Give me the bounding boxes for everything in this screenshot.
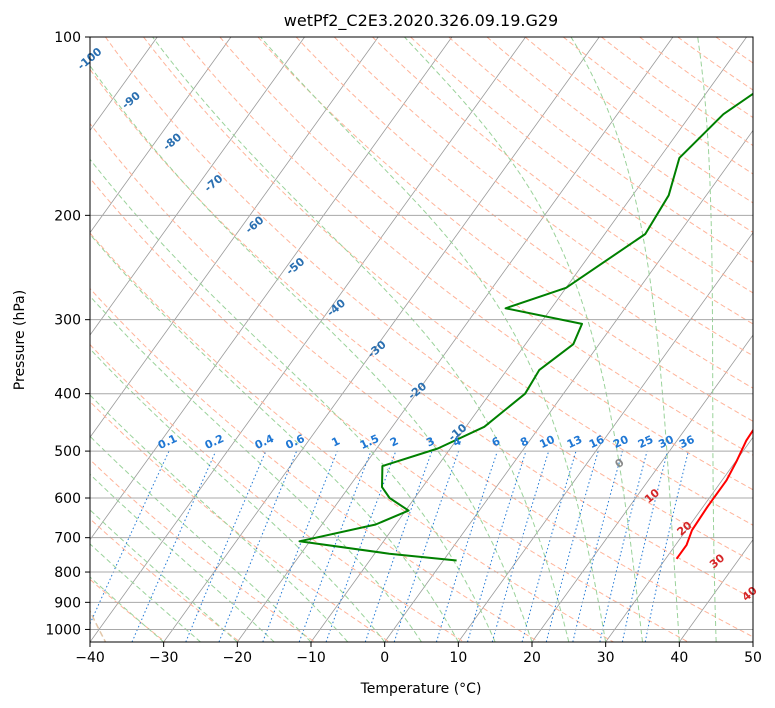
dry-adiabat-line [295, 37, 753, 389]
y-tick-label: 300 [54, 313, 81, 329]
series-line [298, 92, 753, 562]
x-axis-ticks: −40 −30 −20 −10 0 10 20 30 40 50 [75, 642, 762, 666]
x-tick-label: −40 [75, 650, 105, 666]
moist-adiabat-line [90, 348, 386, 642]
isotherm-line [605, 436, 753, 642]
dry-adiabat-line [372, 37, 753, 325]
mixing-ratio-line [325, 450, 397, 642]
isotherm-line [752, 641, 753, 642]
plot-background [90, 37, 753, 642]
isotherm-line [679, 539, 753, 642]
y-tick-label: 1000 [45, 622, 81, 638]
dry-adiabat-line [90, 177, 689, 642]
dry-adiabat-line [333, 37, 753, 357]
x-tick-label: 0 [380, 650, 389, 666]
dry-adiabat-line [90, 400, 390, 642]
isotherm-line [237, 37, 674, 642]
guide-lines [0, 37, 753, 642]
mixing-ratio-label: 10 [538, 433, 558, 451]
isotherm-line [163, 37, 600, 642]
isotherm-line [90, 37, 453, 541]
chart-title: wetPf2_C2E3.2020.326.09.19.G29 [284, 11, 558, 31]
dry-adiabat-line [90, 232, 614, 642]
x-tick-label: −30 [149, 650, 179, 666]
dry-adiabat-line [90, 518, 241, 642]
dry-adiabat-line [90, 122, 753, 638]
y-tick-label: 200 [54, 208, 81, 224]
mixing-ratio-line [467, 450, 527, 642]
mixing-ratio-line [572, 450, 623, 642]
mixing-ratio-line [644, 450, 689, 642]
mixing-ratio-label: 20 [611, 433, 631, 451]
moist-adiabat-line [90, 435, 312, 642]
y-tick-label: 600 [54, 491, 81, 507]
isotherm-line [90, 37, 305, 336]
dry-adiabat-line [90, 343, 465, 642]
isotherm-line [90, 37, 379, 439]
pressure-gridlines [90, 37, 753, 630]
isotherm-line [90, 37, 232, 234]
isotherm-line [458, 232, 753, 642]
x-tick-label: 20 [523, 650, 541, 666]
isotherm-line [90, 37, 526, 642]
mixing-ratio-line [521, 450, 577, 642]
mixing-ratio-line [393, 450, 460, 642]
dry-adiabat-line [90, 458, 315, 642]
mixing-ratio-line [599, 450, 648, 642]
y-tick-label: 100 [54, 30, 81, 46]
mixing-ratio-label: 36 [677, 433, 697, 451]
x-tick-label: 10 [449, 650, 467, 666]
y-axis-label: Pressure (hPa) [12, 290, 28, 390]
mixing-ratio-line [262, 450, 338, 642]
x-axis-label: Temperature (°C) [360, 681, 482, 697]
isotherm-line [384, 129, 753, 642]
mixing-ratio-line [185, 450, 267, 642]
dry-adiabat-line [143, 37, 753, 526]
moist-adiabat-line [697, 37, 717, 642]
y-tick-label: 900 [54, 595, 81, 611]
series-layer [298, 92, 753, 562]
mixing-ratio-line [364, 450, 433, 642]
isotherm-line [310, 37, 747, 642]
mixing-ratio-line [131, 450, 217, 642]
mixing-ratio-label: 16 [587, 433, 607, 451]
x-tick-label: 30 [597, 650, 615, 666]
mixing-ratio-label: 30 [656, 433, 676, 451]
mixing-ratio-line [435, 450, 498, 642]
x-tick-label: 50 [744, 650, 762, 666]
moist-adiabat-line [90, 295, 422, 642]
moist-adiabat-line [260, 37, 607, 642]
dry-adiabat-line [257, 37, 753, 422]
x-tick-label: −20 [223, 650, 253, 666]
isotherm-line [531, 334, 753, 642]
isotherm-line [0, 37, 10, 642]
mixing-ratio-line [218, 450, 298, 642]
mixing-ratio-line [298, 450, 372, 642]
dry-adiabat-line [219, 37, 753, 456]
y-tick-label: 800 [54, 565, 81, 581]
y-tick-label: 500 [54, 444, 81, 460]
y-axis-ticks: 100 200 300 400 500 600 700 800 900 1000 [45, 30, 90, 638]
y-tick-label: 700 [54, 531, 81, 547]
mixing-ratio-line [491, 450, 550, 642]
moist-adiabat-line [152, 37, 570, 642]
plot-frame [89, 36, 754, 643]
moist-adiabat-line [90, 394, 349, 642]
x-tick-label: 40 [670, 650, 688, 666]
series-line [675, 428, 753, 560]
moist-adiabat-line [570, 37, 680, 642]
moist-adiabat-line [90, 233, 459, 642]
dry-adiabat-line [90, 287, 540, 642]
mixing-ratio-line [545, 450, 599, 642]
x-tick-label: −10 [296, 650, 326, 666]
mixing-ratio-label: 13 [565, 433, 584, 451]
mixing-ratio-label: 25 [636, 433, 655, 451]
y-tick-label: 400 [54, 387, 81, 403]
moist-adiabat-line [90, 64, 533, 642]
mixing-ratio-line [621, 450, 669, 642]
